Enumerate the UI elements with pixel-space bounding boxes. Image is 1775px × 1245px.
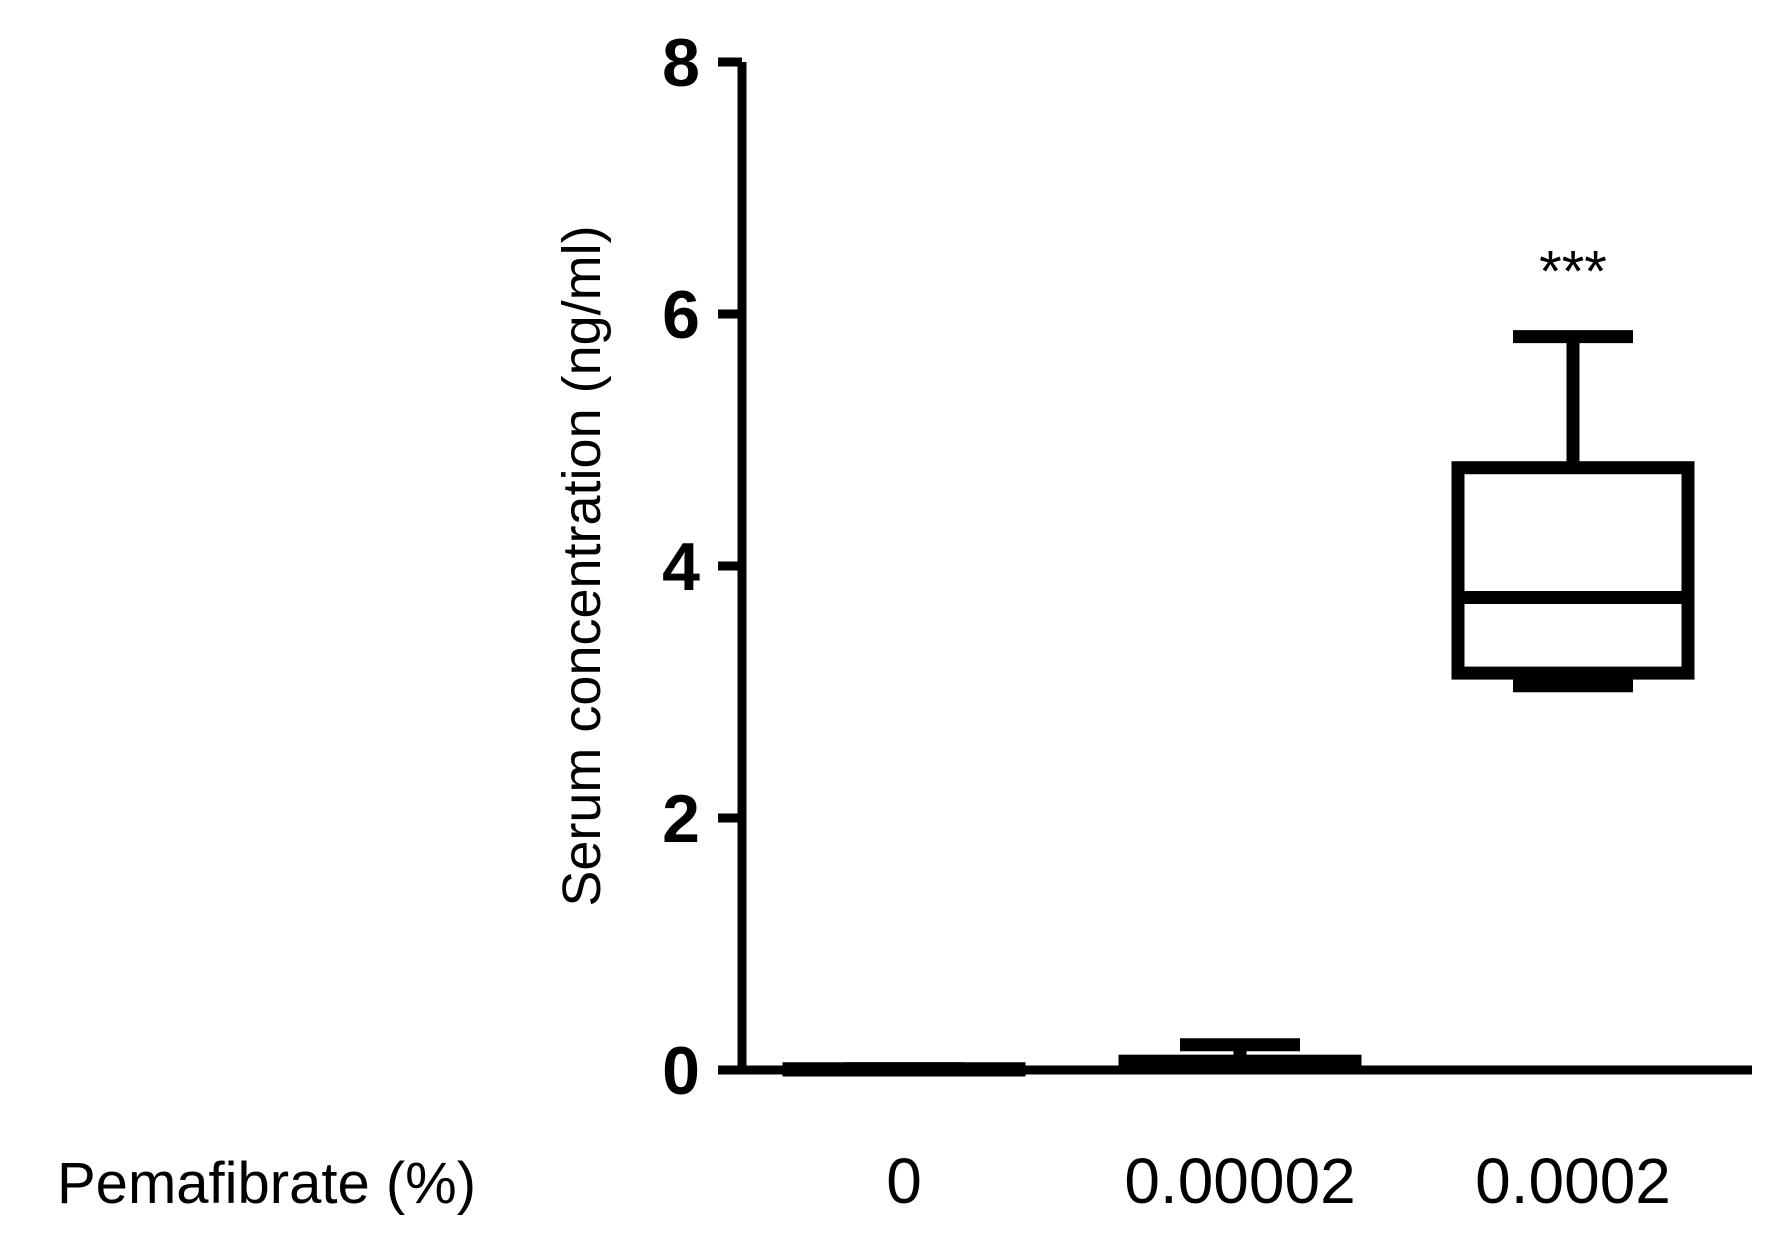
box-2: *** xyxy=(1451,240,1695,693)
x-tick-labels: 0 0.00002 0.0002 xyxy=(886,1145,1671,1217)
x-tick-label: 0 xyxy=(886,1145,922,1217)
y-tick-label: 2 xyxy=(662,781,700,857)
x-tick-label: 0.0002 xyxy=(1475,1145,1671,1217)
y-tick-label: 8 xyxy=(662,25,700,101)
x-tick-label: 0.00002 xyxy=(1124,1145,1355,1217)
box-0 xyxy=(782,1062,1026,1077)
y-ticks: 0 2 4 6 8 xyxy=(662,25,742,1109)
iqr-box xyxy=(1451,461,1695,680)
y-tick-label: 6 xyxy=(662,277,700,353)
y-tick-label: 0 xyxy=(662,1033,700,1109)
y-tick-label: 4 xyxy=(662,529,700,605)
box-1 xyxy=(1118,1038,1362,1073)
x-axis-label: Pemafibrate (%) xyxy=(57,1151,476,1216)
y-axis-label: Serum concentration (ng/ml) xyxy=(552,225,612,906)
boxes: *** xyxy=(782,240,1695,1077)
significance-annotation: *** xyxy=(1539,240,1607,305)
